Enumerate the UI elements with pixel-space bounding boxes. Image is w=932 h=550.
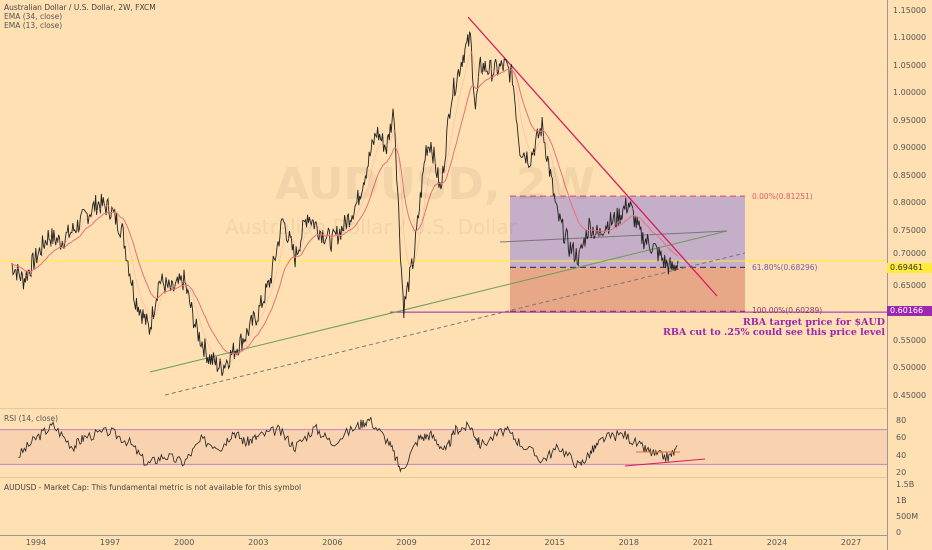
time-tick: 2015 bbox=[544, 538, 565, 547]
legend-ema13: EMA (13, close) bbox=[4, 21, 63, 30]
rsi-tick: 40 bbox=[896, 450, 907, 460]
annotation-line1: RBA target price for $AUD bbox=[742, 317, 885, 328]
price-tick: 0.80000 bbox=[893, 198, 927, 207]
rsi-support-line bbox=[624, 458, 706, 467]
legend-ema34: EMA (34, close) bbox=[4, 12, 63, 21]
current-price-tag: 0.69461 bbox=[887, 263, 932, 273]
price-series bbox=[10, 31, 679, 376]
marketcap-label: AUDUSD - Market Cap: This fundamental me… bbox=[4, 483, 302, 492]
price-tick: 0.65000 bbox=[893, 280, 927, 290]
marketcap-tick: 0 bbox=[896, 528, 902, 537]
marketcap-tick: 1B bbox=[896, 496, 907, 505]
pane-divider bbox=[0, 408, 887, 409]
time-tick: 1997 bbox=[99, 538, 121, 547]
watermark-name: Australian Dollar / U.S. Dollar bbox=[225, 215, 517, 239]
time-tick: 2009 bbox=[396, 538, 417, 547]
rsi-line bbox=[18, 416, 678, 473]
time-tick: 2027 bbox=[840, 538, 862, 547]
price-tick: 0.95000 bbox=[893, 115, 927, 125]
fib-top-label: 0.00%(0.81251) bbox=[752, 192, 813, 201]
time-tick: 1994 bbox=[25, 538, 47, 547]
marketcap-tick: 1.5B bbox=[896, 480, 915, 489]
rsi-tick: 20 bbox=[896, 468, 907, 477]
price-tick: 1.05000 bbox=[893, 60, 927, 70]
ema-34-line bbox=[11, 68, 679, 355]
price-tick: 1.15000 bbox=[893, 5, 927, 15]
pane-divider bbox=[0, 477, 887, 478]
fib-bottom-label: 100.00%(0.60289) bbox=[752, 306, 823, 315]
time-tick: 2024 bbox=[766, 538, 788, 547]
watermark-symbol: AUDUSD, 2W bbox=[275, 159, 596, 210]
time-axis-border bbox=[0, 535, 887, 536]
time-tick: 2003 bbox=[248, 538, 269, 547]
rba-annotation: RBA target price for $AUD RBA cut to .25… bbox=[663, 318, 885, 338]
rsi-band bbox=[0, 429, 887, 465]
price-tick: 0.45000 bbox=[893, 390, 927, 400]
price-axis-border bbox=[887, 0, 888, 550]
annotation-line2: RBA cut to .25% could see this price lev… bbox=[663, 327, 885, 338]
price-tick: 0.70000 bbox=[893, 249, 927, 258]
rsi-label: RSI (14, close) bbox=[4, 414, 59, 423]
time-tick: 2021 bbox=[692, 538, 714, 547]
price-tick: 0.75000 bbox=[893, 225, 927, 235]
time-tick: 2018 bbox=[618, 538, 639, 547]
legend-title: Australian Dollar / U.S. Dollar, 2W, FXC… bbox=[4, 3, 156, 12]
fib-mid-label: 61.80%(0.68296) bbox=[752, 263, 818, 272]
ema-13-line bbox=[11, 51, 679, 366]
time-tick: 2012 bbox=[470, 538, 491, 547]
fib-lower-zone bbox=[510, 267, 745, 312]
channel-line bbox=[499, 230, 728, 243]
price-tick: 0.50000 bbox=[893, 363, 927, 372]
resistance-trendline bbox=[467, 16, 718, 297]
rsi-tick: 80 bbox=[896, 415, 907, 425]
price-tick: 0.90000 bbox=[893, 143, 927, 152]
time-tick: 2006 bbox=[322, 538, 343, 547]
rsi-tick: 60 bbox=[896, 433, 907, 443]
price-tick: 0.55000 bbox=[893, 335, 927, 345]
marketcap-tick: 500M bbox=[896, 512, 919, 521]
price-tick: 0.85000 bbox=[893, 170, 927, 180]
price-tick: 1.10000 bbox=[893, 33, 927, 42]
price-tick: 1.00000 bbox=[893, 88, 927, 97]
time-tick: 2000 bbox=[174, 538, 195, 547]
target-price-tag: 0.60166 bbox=[887, 306, 932, 316]
dashed-trendline bbox=[164, 252, 746, 396]
